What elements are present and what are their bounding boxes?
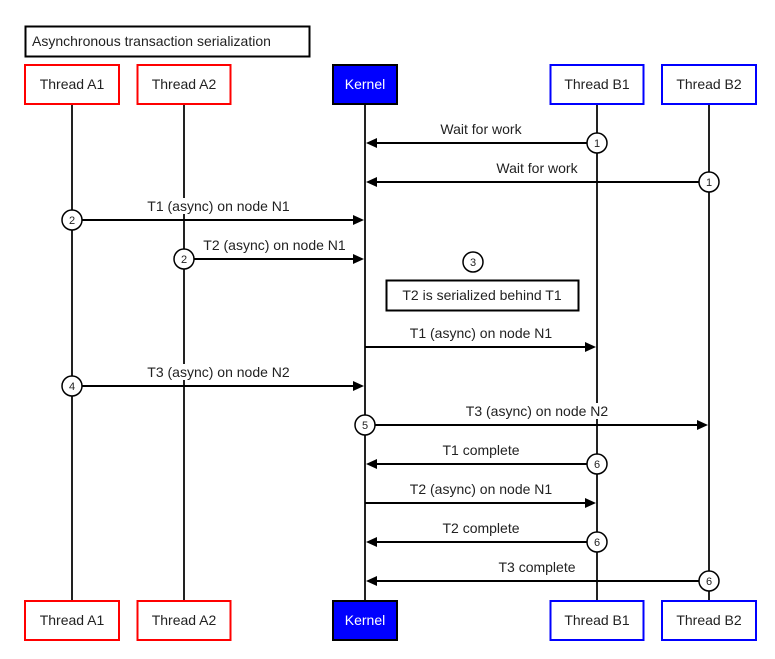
step-marker: 3	[462, 251, 484, 273]
message-label: T3 (async) on node N2	[466, 403, 609, 419]
participant-b2-top: Thread B2	[661, 64, 757, 105]
participant-label: Thread B2	[676, 76, 742, 92]
message-label: T3 (async) on node N2	[147, 364, 290, 380]
step-marker: 1	[698, 171, 720, 193]
step-marker: 4	[61, 375, 83, 397]
step-number: 1	[594, 138, 600, 150]
arrowhead-icon	[366, 177, 377, 187]
message-label: T2 (async) on node N1	[410, 481, 553, 497]
step-number: 2	[69, 215, 75, 227]
participant-label: Thread A1	[40, 76, 105, 92]
step-number: 2	[181, 254, 187, 266]
arrowhead-icon	[353, 254, 364, 264]
participant-label: Thread A1	[40, 612, 105, 628]
message-label: T2 complete	[442, 520, 519, 536]
step-marker: 6	[586, 531, 608, 553]
arrowhead-icon	[366, 576, 377, 586]
step-marker: 6	[698, 570, 720, 592]
participant-label: Thread A2	[152, 76, 217, 92]
participant-label: Thread B2	[676, 612, 742, 628]
participant-label: Kernel	[345, 612, 385, 628]
participant-b1-top: Thread B1	[549, 64, 645, 105]
step-number: 4	[69, 381, 75, 393]
note: 3 T2 is serialized behind T1	[385, 251, 580, 312]
message-label: T1 complete	[442, 442, 519, 458]
step-number: 1	[706, 177, 712, 189]
step-marker: 5	[354, 414, 376, 436]
participant-b2-bottom: Thread B2	[661, 600, 757, 641]
message-arrow: T3 (async) on node N2 5	[354, 403, 708, 436]
diagram-title-text: Asynchronous transaction serialization	[32, 33, 271, 49]
arrowhead-icon	[353, 381, 364, 391]
message-arrow: Wait for work 1	[366, 121, 608, 154]
message-label: T3 complete	[498, 559, 575, 575]
participant-k-top: Kernel	[332, 64, 398, 105]
diagram-title: Asynchronous transaction serialization	[24, 25, 311, 58]
participant-a1-bottom: Thread A1	[24, 600, 120, 641]
participant-label: Thread B1	[564, 612, 630, 628]
step-number: 6	[594, 537, 600, 549]
participant-label: Kernel	[345, 76, 385, 92]
step-number: 3	[470, 257, 476, 269]
message-arrow: T1 complete 6	[366, 442, 608, 475]
step-marker: 1	[586, 132, 608, 154]
message-label: Wait for work	[440, 121, 522, 137]
message-arrow: T3 (async) on node N2 4	[61, 364, 364, 397]
step-number: 6	[706, 576, 712, 588]
arrowhead-icon	[366, 459, 377, 469]
participant-a2-top: Thread A2	[136, 64, 232, 105]
participant-a2-bottom: Thread A2	[136, 600, 232, 641]
step-marker: 2	[173, 248, 195, 270]
participant-a1-top: Thread A1	[24, 64, 120, 105]
message-arrow: Wait for work 1	[366, 160, 720, 193]
arrowhead-icon	[366, 138, 377, 148]
message-arrow: T2 (async) on node N1	[365, 481, 596, 508]
participant-b1-bottom: Thread B1	[549, 600, 645, 641]
participant-label: Thread A2	[152, 612, 217, 628]
participant-k-bottom: Kernel	[332, 600, 398, 641]
step-number: 5	[362, 420, 368, 432]
message-label: T2 (async) on node N1	[203, 237, 346, 253]
message-arrow: T2 complete 6	[366, 520, 608, 553]
step-marker: 2	[61, 209, 83, 231]
message-label: T1 (async) on node N1	[147, 198, 290, 214]
step-marker: 6	[586, 453, 608, 475]
message-arrow: T1 (async) on node N1 2	[61, 198, 364, 231]
arrowhead-icon	[697, 420, 708, 430]
step-number: 6	[594, 459, 600, 471]
arrowhead-icon	[366, 537, 377, 547]
message-arrow: T3 complete 6	[366, 559, 720, 592]
message-arrow: T2 (async) on node N1 2	[173, 237, 364, 270]
arrowhead-icon	[353, 215, 364, 225]
arrowhead-icon	[585, 498, 596, 508]
note-text: T2 is serialized behind T1	[402, 287, 561, 303]
message-arrow: T1 (async) on node N1	[365, 325, 596, 352]
message-label: T1 (async) on node N1	[410, 325, 553, 341]
arrowhead-icon	[585, 342, 596, 352]
message-label: Wait for work	[496, 160, 578, 176]
participant-label: Thread B1	[564, 76, 630, 92]
